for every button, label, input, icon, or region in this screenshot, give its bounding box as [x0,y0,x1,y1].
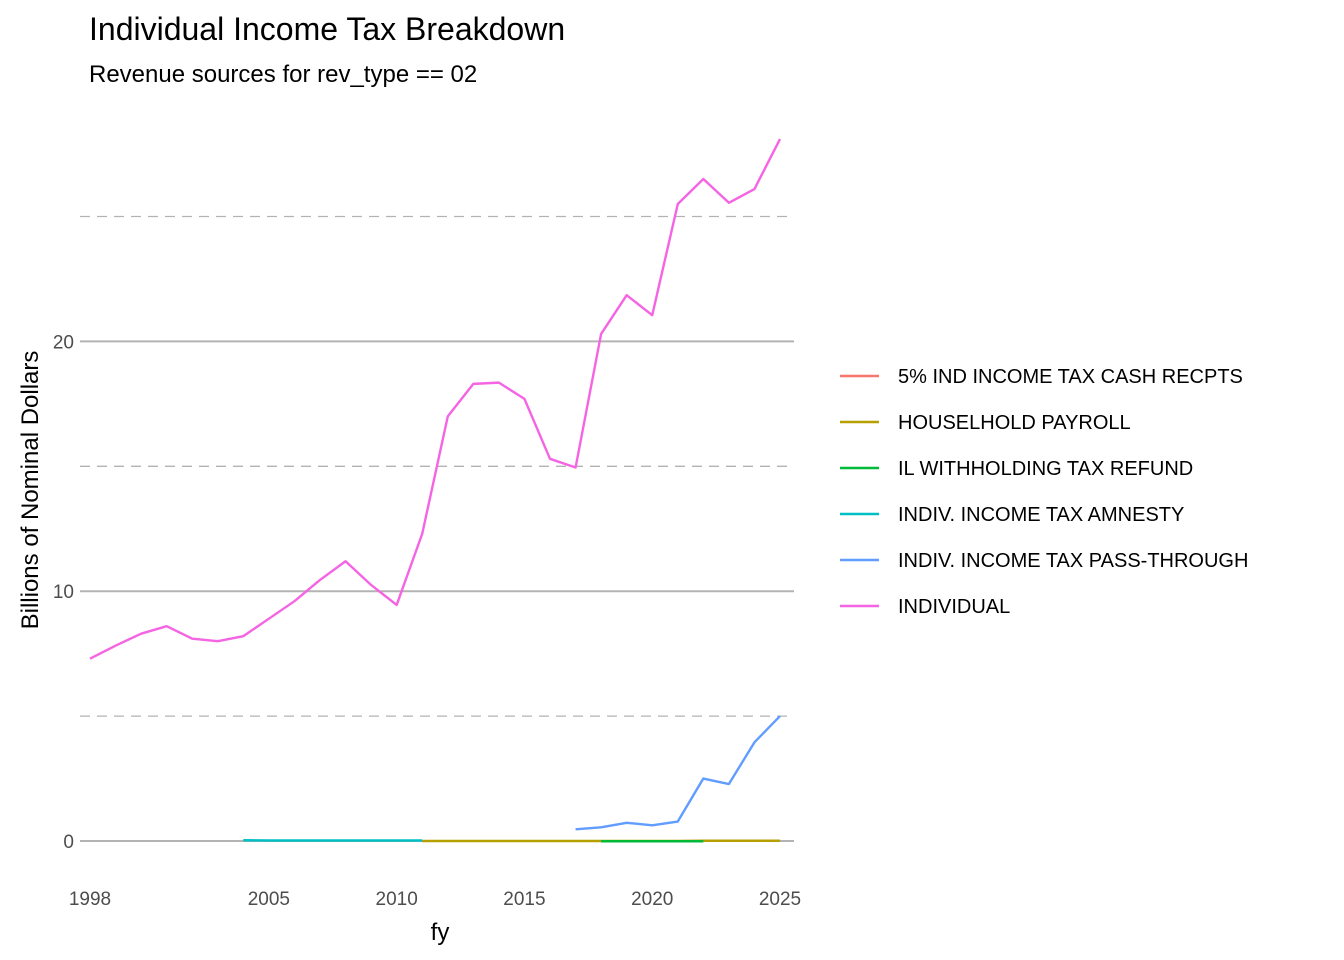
x-tick-label: 2005 [248,889,290,910]
x-tick-label: 2025 [759,889,801,910]
grid-layer [80,215,794,842]
series-line-5 [575,715,781,831]
legend-label: INDIV. INCOME TAX PASS-THROUGH [898,550,1248,572]
x-tick-label: 1998 [69,889,111,910]
legend-label: IL WITHHOLDING TAX REFUND [898,458,1193,480]
series-line-6 [89,138,782,660]
legend-label: 5% IND INCOME TAX CASH RECPTS [898,366,1243,388]
chart-title: Individual Income Tax Breakdown [89,11,565,47]
legend-label: INDIV. INCOME TAX AMNESTY [898,504,1184,526]
y-tick-label: 10 [53,582,74,603]
x-tick-label: 2020 [631,889,673,910]
legend: 5% IND INCOME TAX CASH RECPTS HOUSELHOLD … [840,366,1248,618]
x-axis-title: fy [431,919,450,946]
chart-subtitle: Revenue sources for rev_type == 02 [89,61,477,88]
axis-layer: 0 10 20 1998 2005 2010 2015 2020 2025 [53,332,801,910]
legend-label: HOUSELHOLD PAYROLL [898,412,1131,434]
y-tick-label: 20 [53,332,74,353]
x-tick-label: 2015 [503,889,545,910]
legend-label: INDIVIDUAL [898,596,1010,618]
y-tick-label: 0 [63,832,74,853]
y-axis-title: Billions of Nominal Dollars [17,351,44,630]
x-tick-label: 2010 [376,889,418,910]
series-layer [89,138,782,843]
